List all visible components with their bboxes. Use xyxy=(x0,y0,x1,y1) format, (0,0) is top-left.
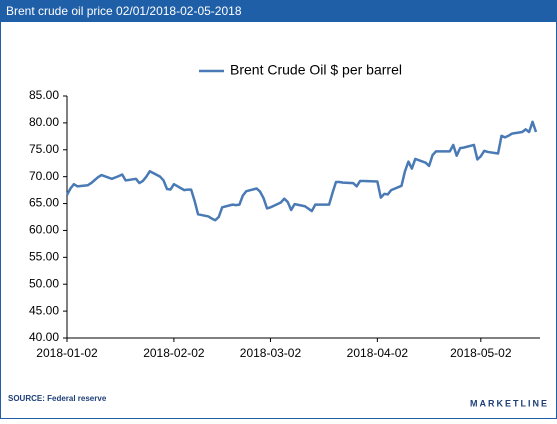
y-tick-label: 45.00 xyxy=(29,303,59,317)
x-tick-label: 2018-05-02 xyxy=(450,346,512,360)
page-title: Brent crude oil price 02/01/2018-02-05-2… xyxy=(6,4,242,18)
x-tick-label: 2018-02-02 xyxy=(143,346,205,360)
y-tick-label: 70.00 xyxy=(29,169,59,183)
header-bar xyxy=(0,0,557,22)
price-line xyxy=(65,120,538,222)
y-tick-label: 60.00 xyxy=(29,223,59,237)
y-tick-label: 65.00 xyxy=(29,196,59,210)
y-tick-label: 50.00 xyxy=(29,276,59,290)
y-tick-label: 55.00 xyxy=(29,250,59,264)
x-tick-label: 2018-04-02 xyxy=(347,346,409,360)
x-tick-label: 2018-03-02 xyxy=(240,346,302,360)
y-tick-label: 40.00 xyxy=(29,330,59,344)
y-tick-label: 80.00 xyxy=(29,115,59,129)
x-tick-label: 2018-01-02 xyxy=(36,346,98,360)
legend-label: Brent Crude Oil $ per barrel xyxy=(230,62,402,78)
source-note: SOURCE: Federal reserve xyxy=(8,394,107,403)
brand: MARKETLINE xyxy=(470,398,549,408)
y-tick-label: 85.00 xyxy=(29,88,59,102)
y-tick-label: 75.00 xyxy=(29,142,59,156)
